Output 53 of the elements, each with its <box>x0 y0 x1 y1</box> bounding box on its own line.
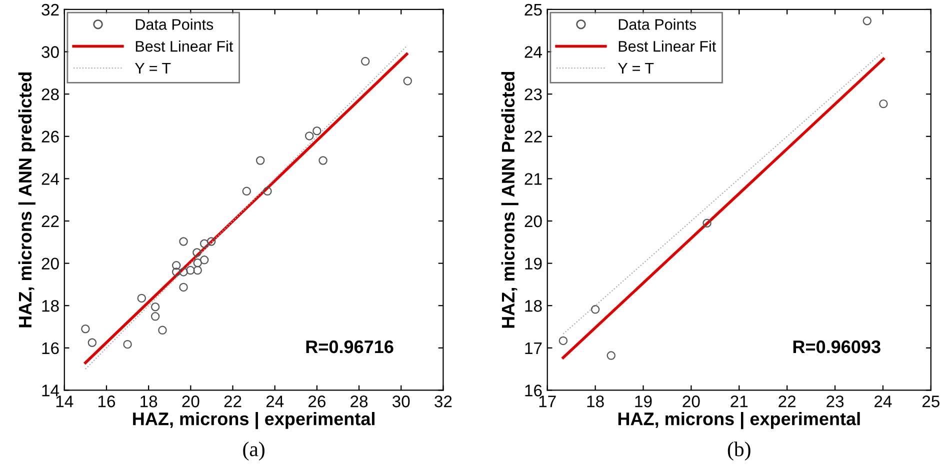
y-tick-label: 28 <box>42 88 59 100</box>
y-tick-label: 23 <box>524 88 542 100</box>
x-tick-label: 18 <box>140 396 158 408</box>
y-tick-label: 24 <box>524 46 542 58</box>
y-tick-label: 18 <box>525 300 542 312</box>
y-tick-label: 16 <box>42 342 59 354</box>
legend-label: Best Linear Fit <box>136 40 234 52</box>
y-tick-label: 21 <box>524 173 542 185</box>
y-tick-label: 14 <box>42 384 60 396</box>
x-tick-label: 28 <box>350 396 368 408</box>
x-axis-title: HAZ, microns | experimental <box>618 412 860 430</box>
x-tick-label: 19 <box>635 396 652 408</box>
y-tick-label: 30 <box>42 46 59 58</box>
y-tick-label: 17 <box>525 342 542 354</box>
y-tick-label: 20 <box>42 258 59 270</box>
x-tick-label: 22 <box>778 396 796 408</box>
y-axis-title: HAZ, microns | ANN predicted <box>18 72 36 328</box>
x-axis-title: HAZ, microns | experimental <box>133 412 374 430</box>
x-tick-label: 14 <box>56 396 74 408</box>
x-tick-label: 24 <box>266 396 284 408</box>
x-tick-label: 30 <box>392 396 410 408</box>
x-tick-label: 26 <box>308 396 326 408</box>
x-tick-label: 32 <box>434 396 452 408</box>
y-tick-label: 16 <box>525 384 542 396</box>
x-tick-label: 16 <box>98 396 116 408</box>
text: (b) <box>728 442 750 461</box>
annotation: R=0.96093 <box>793 340 880 354</box>
y-tick-label: 25 <box>524 4 542 16</box>
y-tick-label: 32 <box>42 4 59 16</box>
x-tick-label: 20 <box>682 396 700 408</box>
y-tick-label: 22 <box>524 130 542 142</box>
legend-label: Best Linear Fit <box>618 40 716 52</box>
y-tick-label: 20 <box>524 215 542 228</box>
x-tick-label: 21 <box>730 396 748 408</box>
x-tick-label: 22 <box>224 396 242 408</box>
legend-label: Y = T <box>618 62 654 74</box>
x-tick-label: 17 <box>539 396 556 408</box>
y-tick-label: 18 <box>42 300 59 312</box>
y-tick-label: 19 <box>525 258 542 270</box>
x-tick-label: 18 <box>587 396 604 408</box>
x-tick-label: 23 <box>826 396 844 408</box>
annotation: R=0.96716 <box>306 340 394 354</box>
y-tick-label: 24 <box>42 173 60 185</box>
text: (a) <box>243 442 264 461</box>
x-tick-label: 25 <box>922 396 940 408</box>
y-axis-title: HAZ, microns | ANN Predicted <box>501 72 518 328</box>
legend-label: Y = T <box>135 62 171 74</box>
y-tick-label: 22 <box>42 215 59 228</box>
legend-label: Data Points <box>136 18 214 30</box>
y-tick-label: 26 <box>42 130 59 143</box>
legend-label: Data Points <box>618 18 696 30</box>
x-tick-label: 24 <box>874 396 892 408</box>
x-tick-label: 20 <box>182 396 200 408</box>
